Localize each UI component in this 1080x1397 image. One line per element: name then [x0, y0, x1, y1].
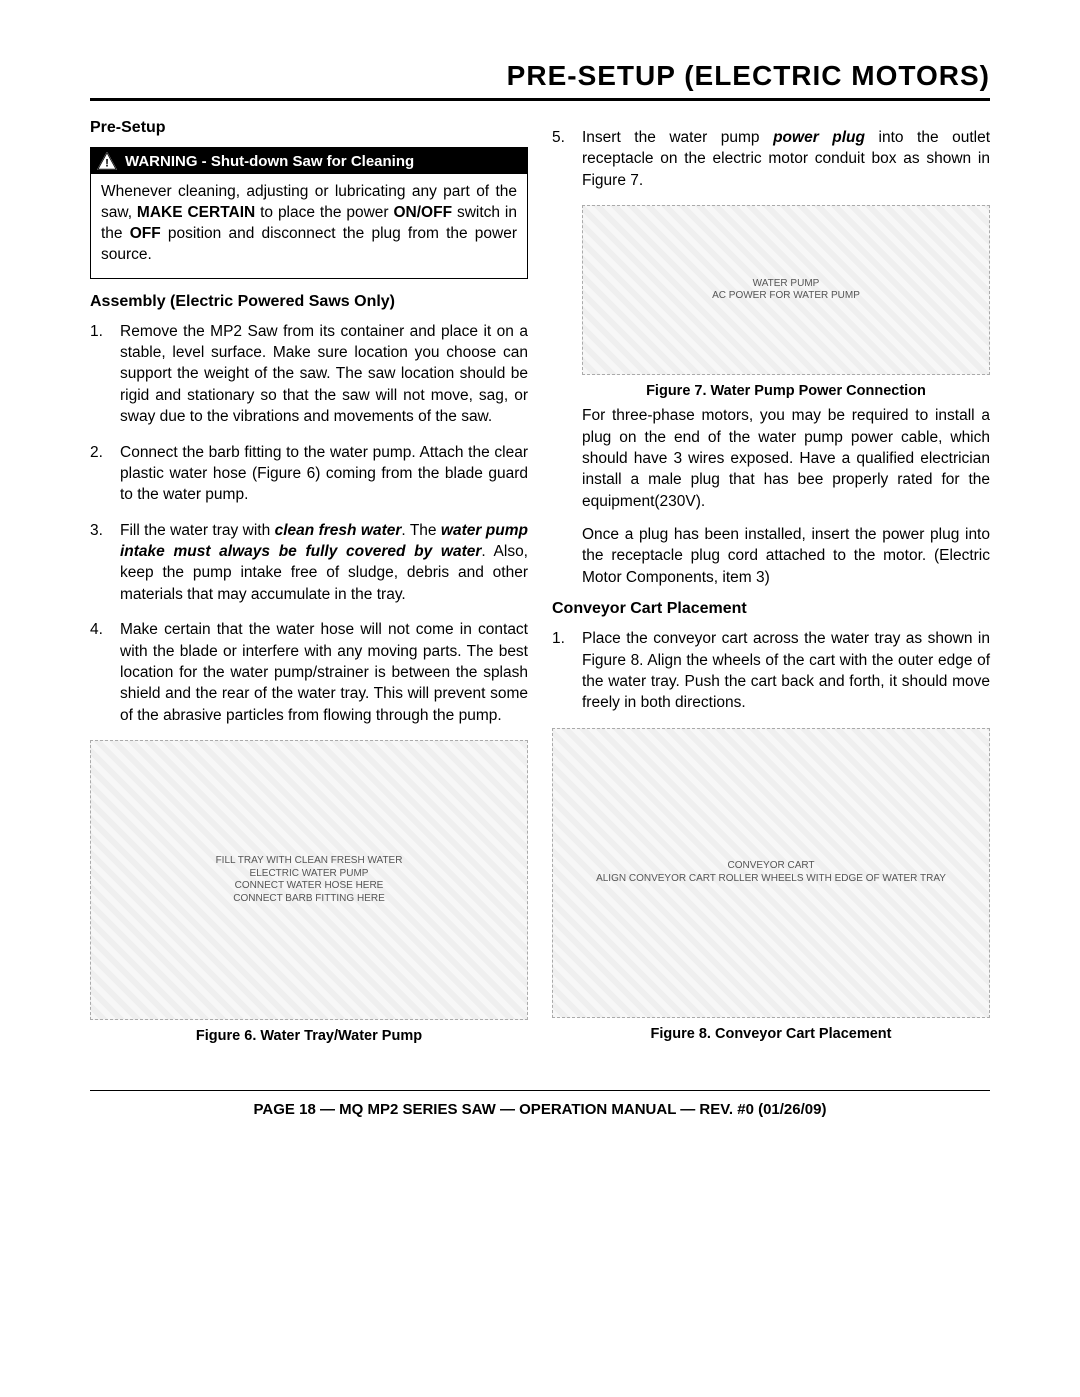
- step-1: Remove the MP2 Saw from its container an…: [90, 321, 528, 428]
- figure-8-caption: Figure 8. Conveyor Cart Placement: [552, 1026, 990, 1042]
- pre-setup-heading: Pre-Setup: [90, 119, 528, 137]
- right-column: Insert the water pump power plug into th…: [552, 119, 990, 1050]
- fig6-label-b: ELECTRIC WATER PUMP: [216, 868, 403, 881]
- page-header: PRE-SETUP (ELECTRIC MOTORS): [90, 60, 990, 101]
- warning-body: Whenever cleaning, adjusting or lubricat…: [91, 174, 527, 278]
- step-4: Make certain that the water hose will no…: [90, 619, 528, 726]
- warning-bold-3: OFF: [130, 225, 161, 242]
- fig6-label-a: FILL TRAY WITH CLEAN FRESH WATER: [216, 855, 403, 868]
- assembly-steps-cont: Insert the water pump power plug into th…: [552, 127, 990, 191]
- warning-box: ! WARNING - Shut-down Saw for Cleaning W…: [90, 147, 528, 279]
- figure-8-diagram: CONVEYOR CART ALIGN CONVEYOR CART ROLLER…: [552, 728, 990, 1018]
- fig8-label-b: ALIGN CONVEYOR CART ROLLER WHEELS WITH E…: [596, 873, 946, 886]
- warning-header: ! WARNING - Shut-down Saw for Cleaning: [91, 148, 527, 174]
- fig6-label-c: CONNECT WATER HOSE HERE: [216, 880, 403, 893]
- figure-6-diagram: FILL TRAY WITH CLEAN FRESH WATER ELECTRI…: [90, 740, 528, 1020]
- page-footer: PAGE 18 — MQ MP2 SERIES SAW — OPERATION …: [90, 1090, 990, 1118]
- assembly-steps: Remove the MP2 Saw from its container an…: [90, 321, 528, 726]
- conveyor-steps: Place the conveyor cart across the water…: [552, 628, 990, 714]
- left-column: Pre-Setup ! WARNING - Shut-down Saw for …: [90, 119, 528, 1050]
- conveyor-step-1: Place the conveyor cart across the water…: [552, 628, 990, 714]
- step3-mid: . The: [401, 522, 441, 539]
- step-5: Insert the water pump power plug into th…: [552, 127, 990, 191]
- fig7-label-a: WATER PUMP: [712, 278, 860, 291]
- svg-text:!: !: [105, 158, 109, 170]
- step5-pre: Insert the water pump: [582, 129, 773, 146]
- two-column-layout: Pre-Setup ! WARNING - Shut-down Saw for …: [90, 119, 990, 1050]
- plug-installed-para: Once a plug has been installed, insert t…: [582, 524, 990, 588]
- step-2: Connect the barb fitting to the water pu…: [90, 442, 528, 506]
- warning-bold-2: ON/OFF: [393, 204, 452, 221]
- assembly-heading: Assembly (Electric Powered Saws Only): [90, 293, 528, 311]
- step3-pre: Fill the water tray with: [120, 522, 275, 539]
- warning-text-post: position and disconnect the plug from th…: [101, 225, 517, 263]
- warning-text-mid1: to place the power: [255, 204, 393, 221]
- figure-7-diagram: WATER PUMP AC POWER FOR WATER PUMP: [582, 205, 990, 375]
- fig7-label-b: AC POWER FOR WATER PUMP: [712, 290, 860, 303]
- step-3: Fill the water tray with clean fresh wat…: [90, 520, 528, 606]
- step3-em1: clean fresh water: [275, 522, 402, 539]
- warning-header-text: WARNING - Shut-down Saw for Cleaning: [125, 153, 414, 170]
- warning-bold-1: MAKE CERTAIN: [137, 204, 255, 221]
- figure-7-caption: Figure 7. Water Pump Power Connection: [582, 383, 990, 399]
- warning-triangle-icon: !: [97, 152, 117, 170]
- conveyor-heading: Conveyor Cart Placement: [552, 600, 990, 618]
- step5-em: power plug: [773, 129, 865, 146]
- figure-6-caption: Figure 6. Water Tray/Water Pump: [90, 1028, 528, 1044]
- three-phase-para: For three-phase motors, you may be requi…: [582, 405, 990, 512]
- fig8-label-a: CONVEYOR CART: [596, 860, 946, 873]
- fig6-label-d: CONNECT BARB FITTING HERE: [216, 893, 403, 906]
